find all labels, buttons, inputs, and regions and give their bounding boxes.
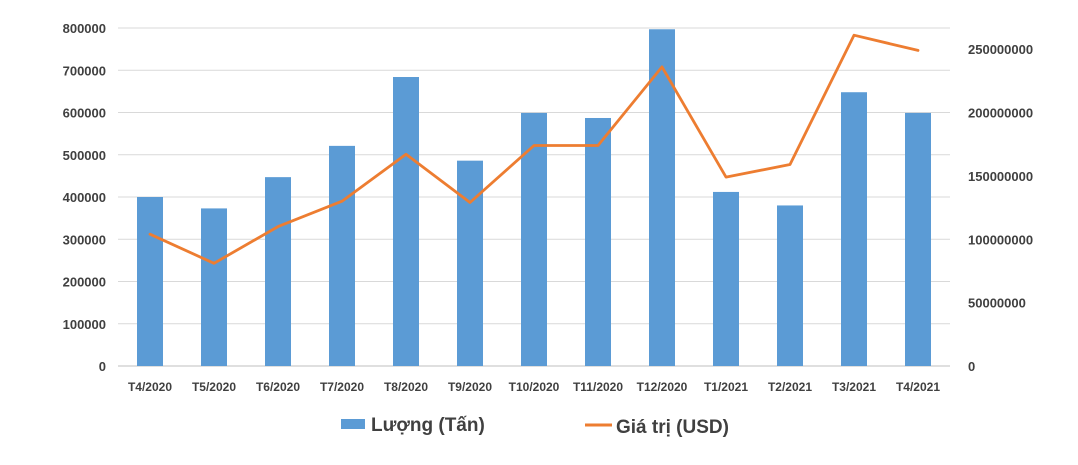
legend-swatch-bar bbox=[341, 419, 365, 429]
x-tick-label: T6/2020 bbox=[256, 380, 300, 394]
left-tick-label: 800000 bbox=[63, 21, 106, 36]
x-tick-label: T8/2020 bbox=[384, 380, 428, 394]
x-axis-ticks: T4/2020 T5/2020 T6/2020 T7/2020 T8/2020 T9/20… bbox=[128, 380, 940, 394]
bar-T9/2020 bbox=[457, 161, 483, 366]
x-tick-label: T9/2020 bbox=[448, 380, 492, 394]
right-tick-label: 150000000 bbox=[968, 169, 1033, 184]
legend-label-line: Giá trị (USD) bbox=[616, 417, 729, 438]
x-tick-label: T7/2020 bbox=[320, 380, 364, 394]
right-tick-label: 100000000 bbox=[968, 232, 1033, 247]
x-tick-label: T10/2020 bbox=[509, 380, 560, 394]
x-tick-label: T2/2021 bbox=[768, 380, 812, 394]
bar-T11/2020 bbox=[585, 118, 611, 366]
bar-T1/2021 bbox=[713, 192, 739, 366]
x-tick-label: T11/2020 bbox=[573, 380, 623, 394]
x-tick-label: T1/2021 bbox=[704, 380, 748, 394]
x-tick-label: T3/2021 bbox=[832, 380, 876, 394]
x-tick-label: T5/2020 bbox=[192, 380, 236, 394]
bar-T2/2021 bbox=[777, 205, 803, 366]
x-tick-label: T4/2021 bbox=[896, 380, 940, 394]
left-tick-label: 300000 bbox=[63, 232, 106, 247]
bar-series bbox=[137, 29, 931, 366]
right-axis-ticks: 0 50000000 100000000 150000000 200000000 2500… bbox=[968, 42, 1033, 374]
left-tick-label: 700000 bbox=[63, 63, 106, 78]
left-tick-label: 200000 bbox=[63, 275, 106, 290]
bar-T7/2020 bbox=[329, 146, 355, 366]
left-tick-label: 100000 bbox=[63, 317, 106, 332]
left-axis-ticks: 0 100000 200000 300000 400000 500000 600000 700… bbox=[63, 21, 106, 374]
right-tick-label: 50000000 bbox=[968, 296, 1026, 311]
x-tick-label: T4/2020 bbox=[128, 380, 172, 394]
bar-T3/2021 bbox=[841, 92, 867, 366]
right-tick-label: 250000000 bbox=[968, 42, 1033, 57]
bar-T8/2020 bbox=[393, 77, 419, 366]
left-tick-label: 400000 bbox=[63, 190, 106, 205]
bar-T10/2020 bbox=[521, 113, 547, 366]
right-tick-label: 200000000 bbox=[968, 106, 1033, 121]
bar-T5/2020 bbox=[201, 208, 227, 366]
right-tick-label: 0 bbox=[968, 359, 975, 374]
legend: Lượng (Tấn) Giá trị (USD) bbox=[341, 415, 729, 438]
bar-T4/2021 bbox=[905, 113, 931, 366]
left-tick-label: 0 bbox=[99, 359, 106, 374]
bar-T6/2020 bbox=[265, 177, 291, 366]
left-tick-label: 500000 bbox=[63, 148, 106, 163]
legend-label-bar: Lượng (Tấn) bbox=[371, 415, 485, 436]
bar-T4/2020 bbox=[137, 197, 163, 366]
x-tick-label: T12/2020 bbox=[637, 380, 688, 394]
left-tick-label: 600000 bbox=[63, 106, 106, 121]
